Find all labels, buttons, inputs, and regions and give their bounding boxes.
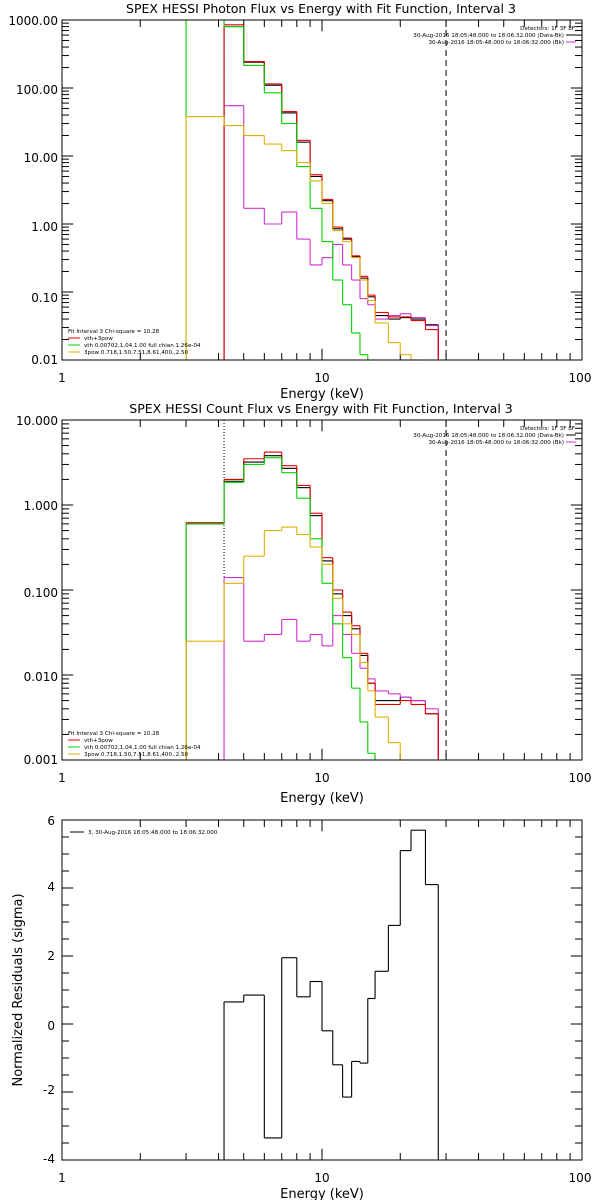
count-ytick-0-001: 0.001: [24, 753, 58, 767]
count-ytick-10-000: 10.000: [16, 414, 58, 428]
series-vth-3pow: [223, 24, 439, 360]
series-data-bk: [223, 26, 439, 360]
count-flux-panel: SPEX HESSI Count Flux vs Energy with Fit…: [16, 401, 591, 806]
photon-fit-vth-label: vth 0.00702,1.04,1.00 full chian 1.26e-0…: [84, 343, 201, 349]
photon-ytick-0-01: 0.01: [31, 353, 58, 367]
photon-fit-total-label: vth+3pow: [84, 336, 113, 342]
residuals-xtick-labels: 1 10 100: [58, 1171, 591, 1185]
count-flux-plot-area: [61, 419, 582, 761]
residuals-legend: 3, 30-Aug-2016 18:05:48.000 to 18:06:32.…: [70, 830, 218, 836]
residuals-frame: [61, 819, 583, 1161]
count-flux-fit-legend: Fit Interval 3 Chi-square = 10.28 vth+3p…: [68, 731, 201, 758]
residuals-legend-label: 3, 30-Aug-2016 18:05:48.000 to 18:06:32.…: [88, 830, 218, 836]
photon-ytick-100-00: 100.00: [16, 83, 58, 97]
count-info-bk: 30-Aug-2016 18:05:48.000 to 18:06:32.000…: [428, 440, 564, 446]
count-ytick-0-100: 0.100: [24, 586, 58, 600]
count-flux-xtick-labels: 1 10 100: [58, 771, 591, 785]
count-info-data-bk: 30-Aug-2016 18:05:48.000 to 18:06:32.000…: [413, 433, 564, 439]
count-flux-title: SPEX HESSI Count Flux vs Energy with Fit…: [129, 401, 512, 416]
resid-ytick-neg2: -2: [43, 1083, 55, 1097]
resid-ytick-0: 0: [47, 1019, 55, 1033]
residuals-panel: 1 10 100 -4 -2 0 2 4 6 Normalized Residu…: [11, 814, 591, 1200]
count-xtick-100: 100: [569, 771, 592, 785]
photon-ytick-1-00: 1.00: [31, 220, 58, 234]
count-ytick-1-000: 1.000: [24, 499, 58, 513]
resid-ytick-4: 4: [47, 880, 55, 894]
series-vth: [185, 457, 376, 760]
resid-ytick-neg4: -4: [43, 1152, 55, 1166]
series-vth: [185, 19, 376, 361]
count-info-detectors: Detectors: 1F 3F 8F: [520, 426, 575, 432]
residuals-xlabel: Energy (keV): [280, 1187, 364, 1200]
resid-xtick-10: 10: [314, 1171, 329, 1185]
photon-xtick-100: 100: [569, 371, 592, 385]
photon-info-bk: 30-Aug-2016 18:05:48.000 to 18:06:32.000…: [428, 40, 564, 46]
photon-fit-3pow-label: 3pow 0.718,1.50,7.51,8.61,400.,2.50: [84, 350, 189, 356]
count-fit-3pow-label: 3pow 0.718,1.50,7.51,8.61,400.,2.50: [84, 752, 189, 758]
series-bk: [223, 577, 439, 760]
photon-ytick-0-10: 0.10: [31, 291, 58, 305]
photon-info-data-bk: 30-Aug-2016 18:05:48.000 to 18:06:32.000…: [413, 33, 564, 39]
photon-flux-info-legend: Detectors: 1F 3F 8F 30-Aug-2016 18:05:48…: [413, 26, 576, 46]
series-3pow: [185, 116, 426, 361]
photon-flux-plot-area: [61, 19, 582, 361]
residuals-plot-area: [61, 819, 582, 1161]
resid-ytick-6: 6: [47, 814, 55, 828]
series-bk: [223, 105, 439, 360]
series-residuals: [223, 829, 439, 1160]
count-flux-frame: [61, 419, 583, 761]
photon-flux-frame: [61, 19, 583, 361]
resid-xtick-100: 100: [569, 1171, 592, 1185]
photon-ytick-10-00: 10.00: [24, 151, 58, 165]
count-fit-total-label: vth+3pow: [84, 738, 113, 744]
photon-flux-panel: SPEX HESSI Photon Flux vs Energy with Fi…: [8, 1, 591, 402]
photon-flux-xtick-labels: 1 10 100: [58, 371, 591, 385]
resid-ytick-2: 2: [47, 949, 55, 963]
count-flux-xlabel: Energy (keV): [280, 791, 364, 806]
count-flux-ytick-labels: 0.001 0.010 0.100 1.000 10.000: [16, 414, 58, 767]
photon-flux-xlabel: Energy (keV): [280, 387, 364, 402]
count-fit-vth-label: vth 0.00702,1.04,1.00 full chian 1.26e-0…: [84, 745, 201, 751]
count-xtick-10: 10: [314, 771, 329, 785]
photon-xtick-1: 1: [58, 371, 66, 385]
photon-flux-ytick-labels: 0.01 0.10 1.00 10.00 100.00 1000.00: [8, 14, 58, 367]
photon-xtick-10: 10: [314, 371, 329, 385]
residuals-ytick-labels: -4 -2 0 2 4 6: [43, 814, 55, 1166]
photon-flux-title: SPEX HESSI Photon Flux vs Energy with Fi…: [126, 1, 516, 16]
photon-ytick-1000-00: 1000.00: [8, 14, 58, 28]
photon-flux-fit-legend: Fit Interval 3 Chi-square = 10.28 vth+3p…: [68, 329, 201, 356]
resid-xtick-1: 1: [58, 1171, 66, 1185]
photon-info-detectors: Detectors: 1F 3F 8F: [520, 26, 575, 32]
count-fit-interval: Fit Interval 3 Chi-square = 10.28: [68, 731, 160, 737]
count-xtick-1: 1: [58, 771, 66, 785]
photon-fit-interval: Fit Interval 3 Chi-square = 10.28: [68, 329, 160, 335]
count-flux-info-legend: Detectors: 1F 3F 8F 30-Aug-2016 18:05:48…: [413, 426, 576, 446]
count-ytick-0-010: 0.010: [24, 670, 58, 684]
series-3pow: [185, 526, 412, 761]
residuals-ylabel: Normalized Residuals (sigma): [11, 893, 26, 1086]
